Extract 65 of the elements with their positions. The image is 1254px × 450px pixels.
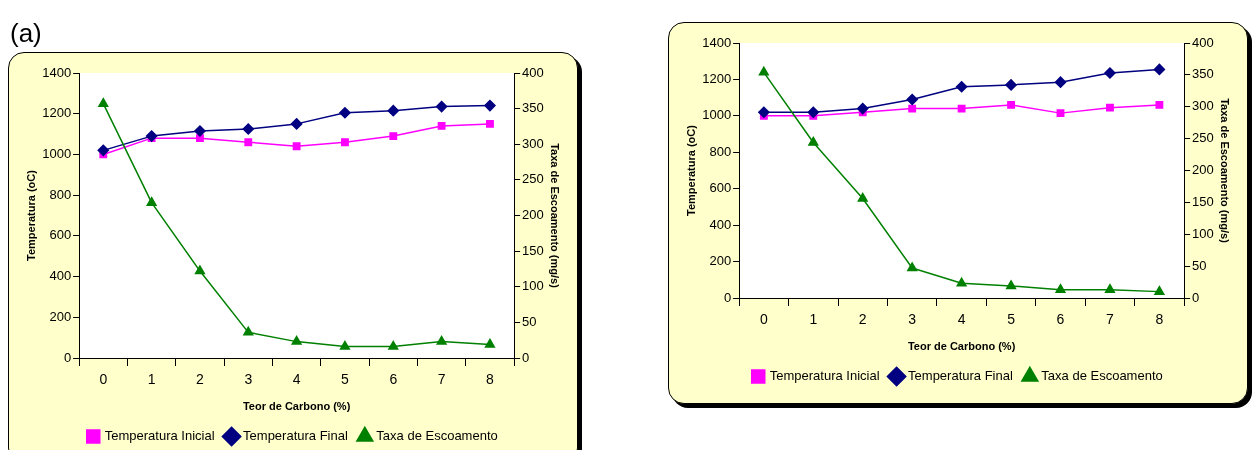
x-tick-label: 6: [389, 371, 398, 388]
x-tick-label: 8: [486, 371, 495, 388]
y-tick-label: 400: [49, 268, 72, 284]
legend-label: Taxa de Escoamento: [1041, 368, 1163, 384]
y-tick-label: 1000: [42, 146, 72, 162]
x-tick-label: 3: [908, 311, 917, 328]
y2-tick-label: 400: [522, 64, 544, 80]
x-tick-label: 8: [1155, 311, 1164, 328]
x-tick-label: 2: [858, 311, 867, 328]
y-tick-label: 1400: [702, 34, 732, 50]
y2-tick-label: 0: [522, 349, 530, 365]
y-tick-label: 0: [63, 349, 72, 365]
y2-tick-label: 100: [522, 278, 544, 294]
x-tick-label: 3: [244, 371, 253, 388]
legend-label: Temperatura Final: [243, 428, 348, 444]
y2-tick-label: 300: [1192, 98, 1214, 114]
y2-tick-label: 0: [1192, 289, 1200, 305]
y2-tick-label: 100: [1192, 225, 1214, 241]
x-tick-label: 2: [196, 371, 205, 388]
legend-label: Temperatura Inicial: [769, 368, 880, 384]
y2-axis-title: Taxa de Escoamento (mg/s): [1219, 98, 1232, 244]
y-tick-label: 1000: [702, 107, 732, 123]
y2-axis-title: Taxa de Escoamento (mg/s): [549, 143, 562, 289]
x-tick-label: 5: [341, 371, 350, 388]
y-tick-label: 200: [49, 308, 72, 324]
x-tick-label: 6: [1056, 311, 1065, 328]
x-axis-title: Teor de Carbono (%): [242, 400, 351, 413]
y-tick-label: 1200: [702, 71, 732, 87]
legend-label: Temperatura Final: [908, 368, 1013, 384]
x-tick-label: 7: [437, 371, 446, 388]
y2-tick-label: 50: [1192, 257, 1207, 273]
x-tick-label: 1: [147, 371, 156, 388]
y-tick-label: 600: [709, 180, 732, 196]
y2-tick-label: 350: [522, 100, 544, 116]
y-tick-label: 0: [723, 289, 732, 305]
y-tick-label: 1400: [42, 64, 72, 80]
y-tick-label: 400: [709, 216, 732, 232]
y2-tick-label: 350: [1192, 66, 1214, 82]
y2-tick-label: 150: [522, 242, 544, 258]
y-tick-label: 200: [709, 253, 732, 269]
y2-tick-label: 150: [1192, 193, 1214, 209]
y2-tick-label: 200: [522, 207, 544, 223]
y-axis-title: Temperatura (oC): [24, 169, 37, 261]
legend-label: Temperatura Inicial: [104, 428, 215, 444]
y2-tick-label: 50: [522, 313, 537, 329]
x-tick-label: 4: [292, 371, 301, 388]
chart-title: (a): [10, 18, 42, 49]
legend-label: Taxa de Escoamento: [376, 428, 498, 444]
y2-tick-label: 400: [1192, 34, 1214, 50]
x-axis-title: Teor de Carbono (%): [907, 340, 1016, 353]
y-tick-label: 800: [49, 186, 72, 202]
y-tick-label: 800: [709, 143, 732, 159]
x-tick-label: 0: [759, 311, 768, 328]
x-tick-label: 5: [1007, 311, 1016, 328]
x-tick-label: 4: [957, 311, 966, 328]
x-tick-label: 1: [809, 311, 818, 328]
y2-tick-label: 200: [1192, 162, 1214, 178]
x-tick-label: 7: [1106, 311, 1115, 328]
y2-tick-label: 300: [522, 135, 544, 151]
y-axis-title: Temperatura (oC): [684, 124, 697, 216]
y2-tick-label: 250: [522, 171, 544, 187]
y-tick-label: 600: [49, 227, 72, 243]
y2-tick-label: 250: [1192, 130, 1214, 146]
y-tick-label: 1200: [42, 105, 72, 121]
x-tick-label: 0: [99, 371, 108, 388]
